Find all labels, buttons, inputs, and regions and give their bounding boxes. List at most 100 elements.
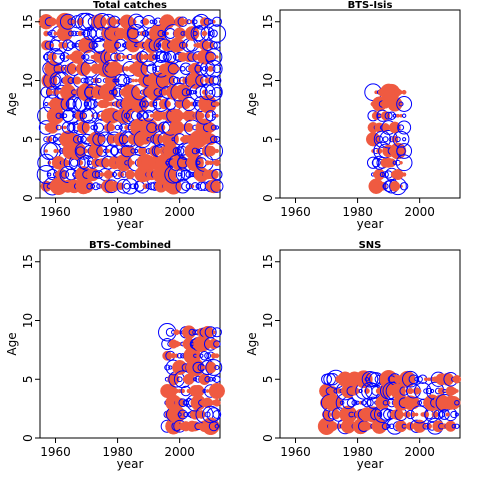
positive-residual-bubble: [384, 111, 393, 120]
positive-residual-bubble: [174, 146, 185, 156]
negative-residual-bubble: [407, 387, 414, 395]
positive-residual-bubble: [213, 340, 221, 348]
negative-residual-bubble: [147, 52, 156, 62]
positive-residual-bubble: [204, 376, 211, 383]
positive-residual-bubble: [149, 19, 154, 24]
negative-residual-bubble: [208, 169, 219, 180]
negative-residual-bubble: [401, 89, 407, 95]
negative-residual-bubble: [50, 43, 55, 48]
negative-residual-bubble: [77, 30, 84, 37]
positive-residual-bubble: [371, 158, 381, 168]
x-tick-label: 2000: [164, 445, 195, 459]
negative-residual-bubble: [423, 377, 428, 382]
positive-residual-bubble: [142, 30, 149, 37]
positive-residual-bubble: [211, 87, 223, 98]
negative-residual-bubble: [417, 389, 422, 393]
y-tick-label: 15: [261, 14, 275, 29]
positive-residual-bubble: [77, 156, 90, 170]
negative-residual-bubble: [77, 159, 84, 166]
positive-residual-bubble: [162, 52, 172, 62]
panel-bts-combined: BTS-Combined 1960 1980 2000 0 5 10 15 year Age: [5, 240, 225, 471]
x-axis-label: year: [117, 217, 144, 231]
positive-residual-bubble: [114, 73, 128, 88]
negative-residual-bubble: [455, 389, 459, 393]
positive-residual-bubble: [123, 76, 131, 85]
negative-residual-bubble: [134, 78, 139, 83]
negative-residual-bubble: [63, 28, 73, 39]
positive-residual-bubble: [83, 54, 90, 60]
negative-residual-bubble: [215, 55, 219, 59]
plot-frame: [279, 9, 461, 199]
positive-residual-bubble: [214, 423, 220, 429]
positive-residual-bubble: [47, 172, 52, 177]
positive-residual-bubble: [77, 135, 84, 143]
positive-residual-bubble: [388, 423, 395, 430]
positive-residual-bubble: [214, 125, 220, 130]
x-tick-label: 2000: [404, 445, 435, 459]
positive-residual-bubble: [152, 54, 158, 60]
positive-residual-bubble: [211, 113, 216, 118]
positive-residual-bubble: [193, 90, 198, 95]
positive-residual-bubble: [69, 158, 79, 167]
negative-residual-bubble: [107, 123, 116, 132]
negative-residual-bubble: [46, 136, 53, 143]
positive-residual-bubble: [80, 135, 87, 143]
positive-residual-bubble: [377, 412, 382, 417]
negative-residual-bubble: [174, 137, 179, 142]
positive-residual-bubble: [355, 400, 360, 405]
negative-residual-bubble: [129, 18, 137, 26]
positive-residual-bubble: [61, 109, 75, 123]
negative-residual-bubble: [204, 361, 217, 374]
x-tick-label: 1960: [40, 445, 71, 459]
negative-residual-bubble: [184, 122, 194, 133]
negative-residual-bubble: [213, 398, 221, 407]
negative-residual-bubble: [84, 125, 89, 130]
positive-residual-bubble: [48, 135, 57, 144]
positive-residual-bubble: [196, 148, 201, 154]
negative-residual-bubble: [185, 358, 205, 377]
positive-residual-bubble: [193, 377, 198, 382]
negative-residual-bubble: [447, 395, 461, 410]
negative-residual-bubble: [389, 180, 401, 192]
positive-residual-bubble: [209, 29, 218, 38]
positive-residual-bubble: [168, 75, 179, 86]
positive-residual-bubble: [451, 424, 457, 429]
positive-residual-bubble: [212, 64, 222, 74]
positive-residual-bubble: [397, 120, 412, 135]
y-axis-label: Age: [245, 92, 259, 115]
negative-residual-bubble: [98, 135, 106, 143]
positive-residual-bubble: [62, 39, 74, 52]
negative-residual-bubble: [167, 373, 180, 386]
positive-residual-bubble: [176, 376, 183, 383]
negative-residual-bubble: [142, 54, 149, 60]
panel-total-catches: Total catches 1960 1980 2000 0 5 10 15 year Ag…: [5, 0, 227, 231]
positive-residual-bubble: [454, 423, 460, 429]
negative-residual-bubble: [44, 149, 49, 153]
negative-residual-bubble: [452, 375, 462, 384]
positive-residual-bubble: [71, 42, 77, 48]
plot-frame: [39, 9, 221, 199]
positive-residual-bubble: [183, 411, 189, 418]
x-tick-label: 1980: [342, 445, 373, 459]
positive-residual-bubble: [168, 365, 173, 370]
y-tick-label: 10: [21, 73, 35, 88]
y-axis-label: Age: [5, 332, 19, 355]
positive-residual-bubble: [392, 130, 410, 148]
x-tick-label: 1980: [342, 205, 373, 219]
positive-residual-bubble: [199, 84, 216, 101]
x-tick-label: 1960: [280, 205, 311, 219]
y-tick-label: 15: [21, 254, 35, 269]
positive-residual-bubble: [398, 101, 404, 107]
negative-residual-bubble: [172, 359, 188, 376]
y-axis-label: Age: [245, 332, 259, 355]
negative-residual-bubble: [198, 112, 205, 119]
negative-residual-bubble: [205, 389, 210, 393]
positive-residual-bubble: [88, 29, 97, 38]
negative-residual-bubble: [437, 387, 445, 395]
positive-residual-bubble: [397, 124, 405, 131]
positive-residual-bubble: [72, 134, 82, 144]
negative-residual-bubble: [73, 76, 82, 85]
positive-residual-bubble: [66, 96, 82, 112]
negative-residual-bubble: [53, 31, 58, 36]
